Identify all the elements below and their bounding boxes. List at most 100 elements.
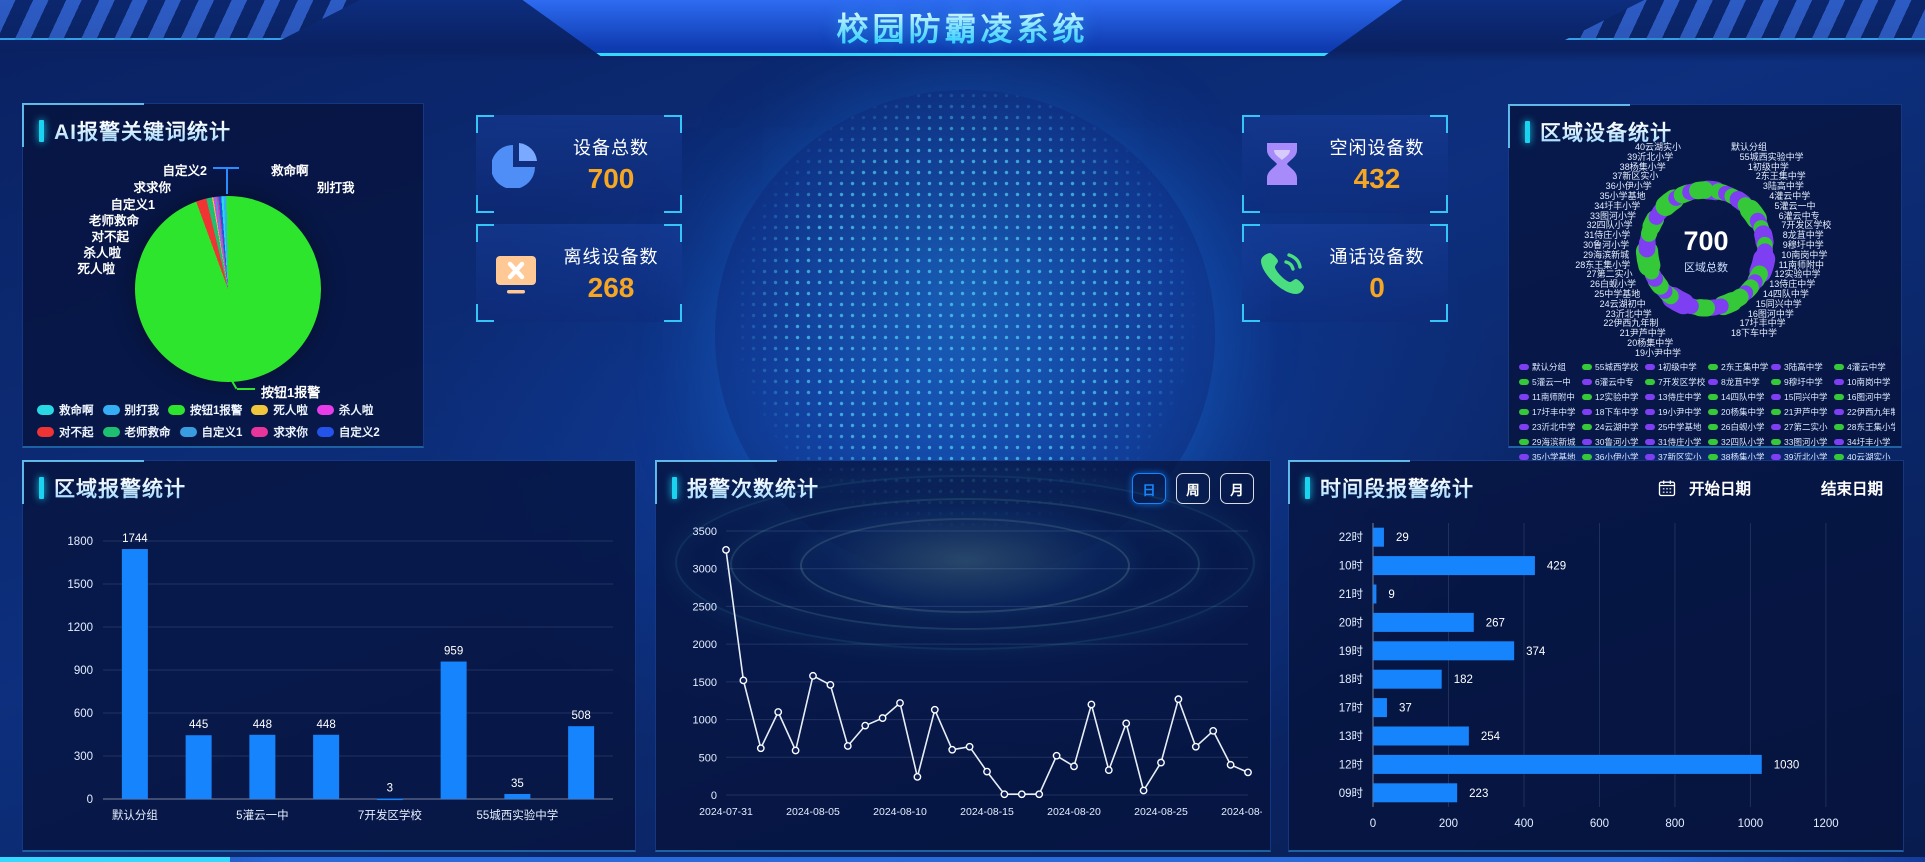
header: 校园防霸凌系统	[0, 0, 1925, 62]
bottom-accent-line	[0, 857, 1925, 862]
svg-text:2024-08-25: 2024-08-25	[1134, 806, 1188, 818]
legend-item: 34圩丰小学	[1834, 436, 1895, 448]
pie-callout-label: 对不起	[91, 230, 129, 244]
bar	[1373, 669, 1442, 689]
donut-region-label: 28东王集小学	[1575, 259, 1631, 270]
title-bar-accent	[1305, 477, 1310, 499]
legend-color-chip	[1582, 424, 1592, 430]
legend-color-chip	[1519, 394, 1529, 400]
keyword-pie-chart[interactable]	[135, 196, 321, 382]
legend-color-chip	[102, 427, 120, 437]
legend-label: 36小伊小学	[1595, 452, 1639, 462]
range-button-周[interactable]: 周	[1176, 473, 1210, 504]
stat-label: 通话设备数	[1329, 246, 1425, 267]
legend-label: 10南岗中学	[1847, 377, 1891, 387]
legend-color-chip	[251, 427, 269, 437]
svg-text:500: 500	[699, 752, 717, 764]
bar	[1373, 527, 1384, 547]
legend-label: 别打我	[124, 405, 160, 417]
legend-item: 36小伊小学	[1582, 451, 1643, 463]
legend-label: 自定义2	[338, 427, 380, 439]
svg-text:13时: 13时	[1339, 730, 1364, 743]
bar	[185, 735, 212, 799]
legend-color-chip	[1834, 439, 1844, 445]
legend-label: 老师救命	[124, 427, 171, 439]
legend-label: 自定义1	[201, 427, 243, 439]
line-point	[948, 745, 957, 754]
time-alarms-hbar-chart[interactable]: 0 200 400 600 800 1000 1200 22时 29 10时 429 21时 9 20时 2…	[1297, 511, 1895, 848]
legend-color-chip	[1708, 424, 1718, 430]
svg-text:2024-08-05: 2024-08-05	[786, 806, 840, 818]
svg-text:300: 300	[74, 751, 93, 763]
legend-color-chip	[1519, 439, 1529, 445]
title-bar-accent	[672, 477, 677, 499]
legend-label: 默认分组	[1532, 362, 1567, 372]
donut-region-label: 1初级中学	[1747, 161, 1789, 172]
legend-item: 19小尹中学	[1645, 406, 1706, 418]
legend-item: 28东王集小学	[1834, 421, 1895, 433]
region-alarms-bar-chart[interactable]: 0 300 600 900 1200 1500 1800 1744 默认分组 445 448 5灌云一…	[31, 511, 627, 848]
legend-label: 25中学基地	[1658, 422, 1702, 432]
start-date-picker[interactable]: 开始日期	[1688, 481, 1751, 498]
legend-label: 39沂北小学	[1784, 452, 1828, 462]
legend-item: 求求你	[251, 424, 308, 440]
donut-region-label: 40云湖实小	[1634, 142, 1681, 152]
range-button-group: 日周月	[1132, 473, 1254, 504]
alarm-counts-line-chart[interactable]: 0 500 1000 1500 2000 2500 3000 3500 2024-07-31 20…	[664, 511, 1275, 848]
donut-legend: 默认分组 55城西学校 1初级中学 2东王集中学 3陆高中学 4灌云中学 5灌云一中 6灌云中…	[1519, 361, 1895, 463]
svg-text:2500: 2500	[693, 601, 717, 613]
donut-region-label: 37新区实小	[1612, 171, 1659, 182]
legend-color-chip	[102, 405, 120, 415]
donut-region-label: 18下车中学	[1731, 328, 1778, 339]
legend-item: 16图河中学	[1834, 391, 1895, 403]
line-point	[878, 714, 887, 722]
legend-label: 29海滨新城	[1532, 437, 1576, 447]
donut-region-label: 5灌云一中	[1774, 200, 1816, 211]
line-point	[1191, 742, 1200, 751]
svg-text:267: 267	[1486, 617, 1505, 629]
pie-callout-label: 自定义1	[110, 198, 155, 212]
svg-text:400: 400	[1514, 818, 1533, 830]
panel-time-alarms: 时间段报警统计 开始日期 结束日期 0 200 400 600 800 1000 1200 2…	[1288, 460, 1904, 852]
legend-color-chip	[1708, 364, 1718, 370]
range-button-日[interactable]: 日	[1132, 473, 1166, 504]
legend-color-chip	[1834, 454, 1844, 460]
stat-value: 0	[1369, 271, 1385, 303]
donut-region-label: 2东王集中学	[1755, 171, 1806, 182]
svg-text:1744: 1744	[122, 533, 148, 545]
range-button-月[interactable]: 月	[1220, 473, 1254, 504]
legend-item: 11南师附中	[1519, 391, 1580, 403]
panel-region-devices: 区域设备统计 40云湖实小 39沂北小学 38杨集小学 37新区实小 36小伊小学 35小…	[1508, 104, 1902, 462]
donut-region-label: 31侍庄小学	[1584, 230, 1631, 241]
legend-color-chip	[1582, 364, 1592, 370]
callout-line	[213, 167, 239, 169]
legend-label: 2东王集中学	[1721, 362, 1769, 372]
donut-region-label: 39沂北小学	[1627, 151, 1674, 162]
legend-label: 救命啊	[59, 405, 94, 417]
legend-label: 34圩丰小学	[1847, 437, 1891, 447]
legend-color-chip	[1708, 394, 1718, 400]
legend-item: 30鲁河小学	[1582, 436, 1643, 448]
legend-color-chip	[1645, 394, 1655, 400]
donut-region-label: 17圩丰中学	[1739, 318, 1786, 329]
legend-label: 18下车中学	[1595, 407, 1639, 417]
end-date-picker[interactable]: 结束日期	[1820, 481, 1883, 498]
bar	[249, 734, 276, 799]
legend-label: 死人啦	[273, 405, 308, 417]
donut-region-label: 9穆圩中学	[1782, 239, 1824, 250]
legend-item: 别打我	[102, 402, 160, 418]
line-point	[756, 744, 765, 753]
panel-title: 区域设备统计	[1540, 117, 1672, 147]
donut-region-label: 4灌云中学	[1769, 190, 1811, 201]
legend-label: 20杨集中学	[1721, 407, 1765, 417]
donut-region-label: 默认分组	[1731, 142, 1768, 152]
bar	[376, 798, 403, 801]
bar	[1373, 726, 1469, 746]
panel-alarm-counts: 报警次数统计 日周月 0 500 1000 1500 2000 2500 3000 3500 2…	[655, 460, 1275, 852]
region-donut-chart[interactable]	[1621, 141, 1791, 359]
legend-color-chip	[1582, 439, 1592, 445]
donut-region-label: 22伊西九年制	[1603, 318, 1659, 329]
legend-item: 13侍庄中学	[1645, 391, 1706, 403]
donut-region-label: 19小尹中学	[1634, 347, 1681, 358]
